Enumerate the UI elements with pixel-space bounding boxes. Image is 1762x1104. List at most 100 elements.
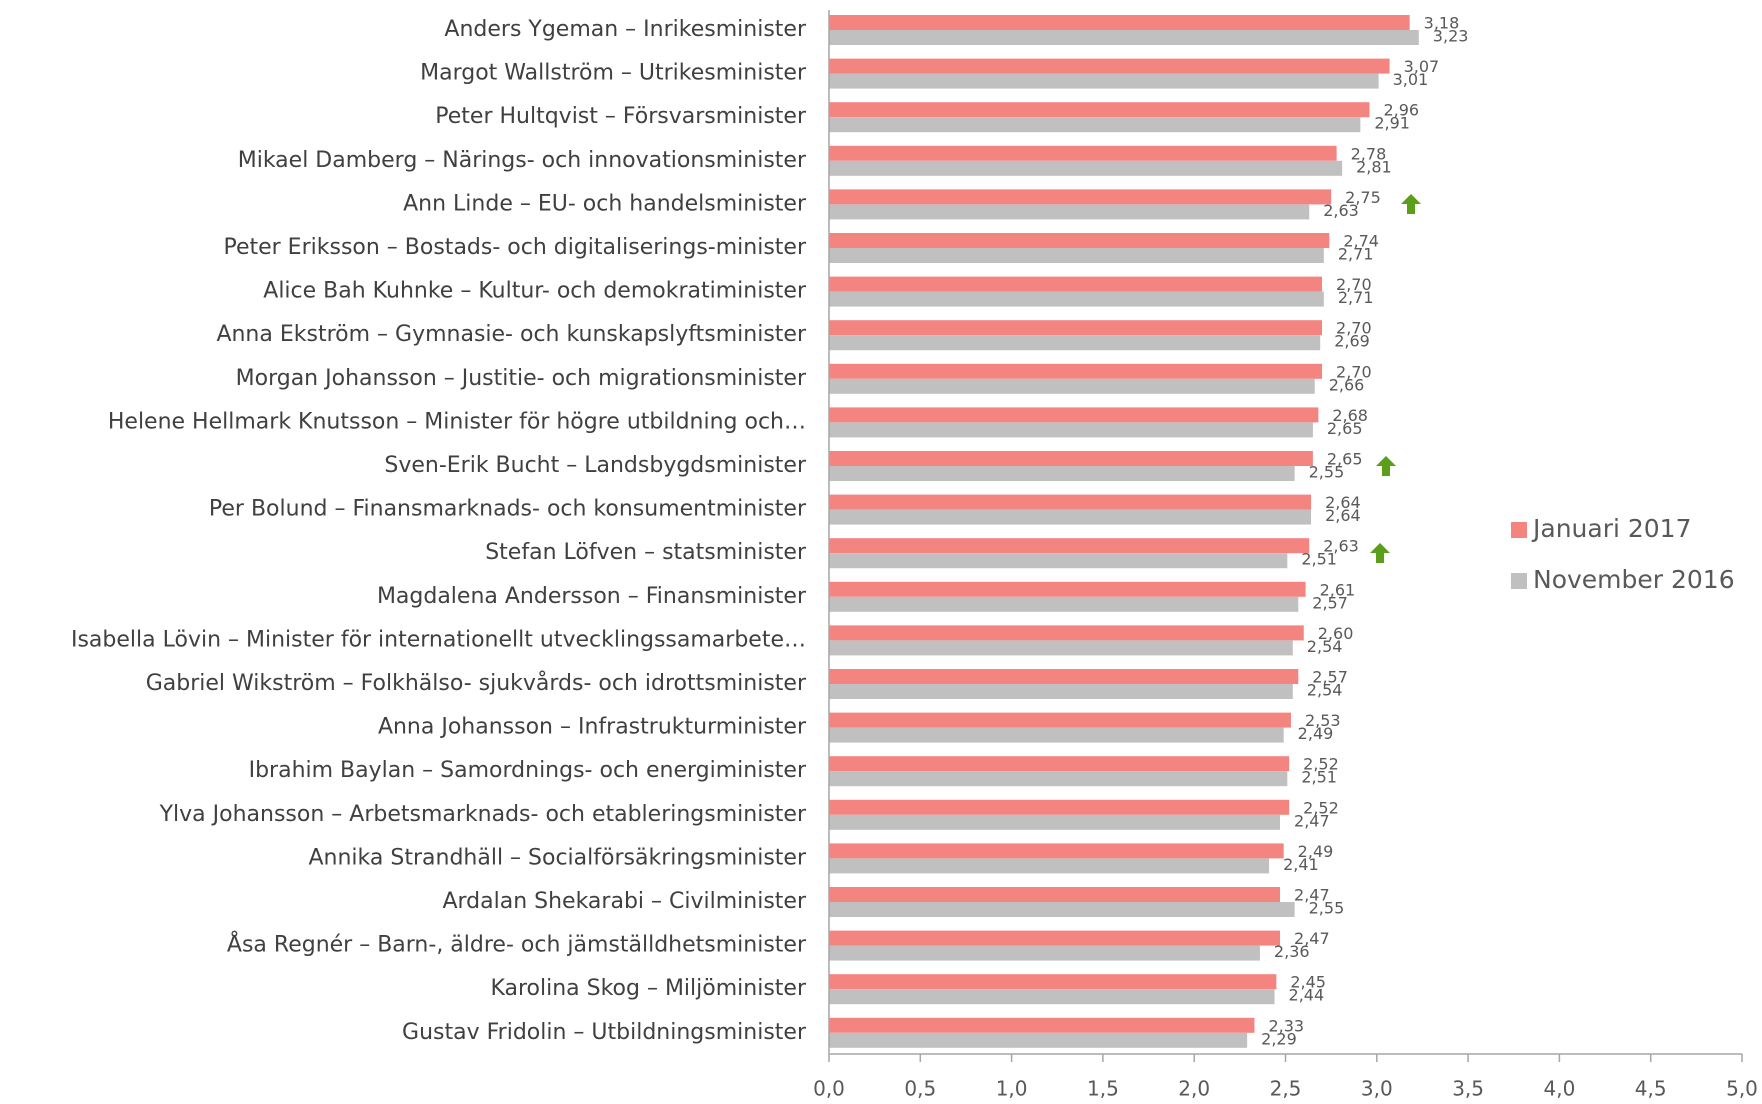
value-label: 2,78 xyxy=(1351,144,1387,163)
bar xyxy=(829,160,1343,176)
value-label: 2,54 xyxy=(1307,637,1343,656)
value-label: 2,49 xyxy=(1298,842,1334,861)
value-label: 2,47 xyxy=(1294,811,1330,830)
bar xyxy=(829,1017,1255,1033)
x-tick-label: 0,5 xyxy=(904,1077,936,1101)
bar xyxy=(829,58,1390,74)
category-label: Anna Ekström – Gymnasie- och kunskapslyf… xyxy=(216,322,807,347)
category-label: Alice Bah Kuhnke – Kultur- och demokrati… xyxy=(263,279,807,304)
value-label: 2,44 xyxy=(1289,986,1325,1005)
x-tick-label: 5,0 xyxy=(1726,1077,1758,1101)
bar xyxy=(829,117,1361,133)
value-label: 2,96 xyxy=(1383,101,1419,120)
bar xyxy=(829,771,1288,787)
category-label: Ardalan Shekarabi – Civilminister xyxy=(442,889,806,914)
value-label: 2,53 xyxy=(1305,711,1341,730)
x-tick-label: 3,0 xyxy=(1361,1077,1393,1101)
category-label: Ann Linde – EU- och handelsminister xyxy=(403,191,807,216)
value-label: 2,63 xyxy=(1323,201,1359,220)
x-tick-label: 4,5 xyxy=(1635,1077,1667,1101)
category-label: Anders Ygeman – Inrikesminister xyxy=(444,17,807,42)
category-label: Stefan Löfven – statsminister xyxy=(485,540,807,565)
bar xyxy=(829,189,1332,205)
bar xyxy=(829,902,1295,917)
value-label: 3,07 xyxy=(1404,57,1440,76)
value-label: 2,45 xyxy=(1290,973,1326,992)
bar xyxy=(829,320,1323,336)
value-label: 2,71 xyxy=(1338,288,1374,307)
bar xyxy=(829,466,1295,481)
value-label: 2,51 xyxy=(1301,768,1337,787)
category-label: Per Bolund – Finansmarknads- och konsume… xyxy=(209,497,807,522)
bar xyxy=(829,625,1304,641)
value-label: 2,71 xyxy=(1338,245,1374,264)
bar xyxy=(829,553,1288,569)
value-label: 2,52 xyxy=(1303,755,1339,774)
bar xyxy=(829,494,1312,510)
value-label: 3,23 xyxy=(1433,27,1469,46)
value-label: 2,75 xyxy=(1345,188,1381,207)
value-label: 2,66 xyxy=(1329,375,1365,394)
category-label: Magdalena Andersson – Finansminister xyxy=(377,584,807,609)
category-label: Margot Wallström – Utrikesminister xyxy=(420,61,807,86)
value-label: 2,70 xyxy=(1336,275,1372,294)
category-label: Helene Hellmark Knutsson – Minister för … xyxy=(108,409,806,434)
value-label: 2,64 xyxy=(1325,493,1361,512)
x-tick-label: 2,5 xyxy=(1270,1077,1302,1101)
value-label: 2,47 xyxy=(1294,929,1330,948)
value-label: 2,63 xyxy=(1323,537,1359,556)
bar xyxy=(829,335,1321,351)
category-label: Åsa Regnér – Barn-, äldre- och jämställd… xyxy=(227,931,807,958)
category-label: Sven-Erik Bucht – Landsbygdsminister xyxy=(384,453,807,478)
category-label: Karolina Skog – Miljöminister xyxy=(490,976,807,1001)
value-label: 2,70 xyxy=(1336,319,1372,338)
value-label: 2,41 xyxy=(1283,855,1319,874)
bar xyxy=(829,712,1291,728)
bar xyxy=(829,73,1379,89)
value-label: 2,65 xyxy=(1327,419,1363,438)
value-label: 2,47 xyxy=(1294,886,1330,905)
arrow xyxy=(1376,456,1396,476)
category-label: Ibrahim Baylan – Samordnings- och energi… xyxy=(249,758,807,783)
category-label: Gabriel Wikström – Folkhälso- sjukvårds-… xyxy=(146,670,807,696)
value-label: 3,18 xyxy=(1424,14,1460,33)
bar xyxy=(829,756,1290,772)
bar xyxy=(829,378,1315,394)
bar xyxy=(829,727,1284,743)
bar xyxy=(829,1032,1248,1048)
bar xyxy=(829,15,1410,30)
bar xyxy=(829,102,1370,118)
legend-swatch xyxy=(1511,522,1527,538)
value-label: 2,52 xyxy=(1303,798,1339,817)
legend-swatch xyxy=(1511,573,1527,589)
bar xyxy=(829,858,1270,874)
bar xyxy=(829,843,1284,859)
bar xyxy=(829,989,1275,1005)
bar xyxy=(829,509,1312,525)
bar xyxy=(829,407,1319,423)
bar xyxy=(829,233,1330,248)
x-tick-label: 3,5 xyxy=(1452,1077,1484,1101)
bar xyxy=(829,669,1299,684)
x-tick-label: 0,0 xyxy=(813,1077,845,1101)
bar xyxy=(829,422,1313,438)
bar xyxy=(829,363,1323,379)
category-label: Morgan Johansson – Justitie- och migrati… xyxy=(236,366,807,391)
value-label: 2,57 xyxy=(1312,668,1348,687)
bar xyxy=(829,291,1324,307)
bar xyxy=(829,640,1293,656)
bar xyxy=(829,887,1281,902)
bar xyxy=(829,204,1310,220)
value-label: 2,36 xyxy=(1274,942,1310,961)
bar xyxy=(829,451,1313,466)
value-label: 2,65 xyxy=(1327,450,1363,469)
category-label: Annika Strandhäll – Socialförsäkringsmin… xyxy=(309,845,807,870)
arrow xyxy=(1401,194,1421,214)
value-label: 2,49 xyxy=(1298,724,1334,743)
value-label: 2,29 xyxy=(1261,1029,1297,1048)
value-label: 2,60 xyxy=(1318,624,1354,643)
value-label: 2,70 xyxy=(1336,362,1372,381)
value-label: 2,68 xyxy=(1332,406,1368,425)
x-tick-label: 1,5 xyxy=(1087,1077,1119,1101)
bar xyxy=(829,538,1310,554)
